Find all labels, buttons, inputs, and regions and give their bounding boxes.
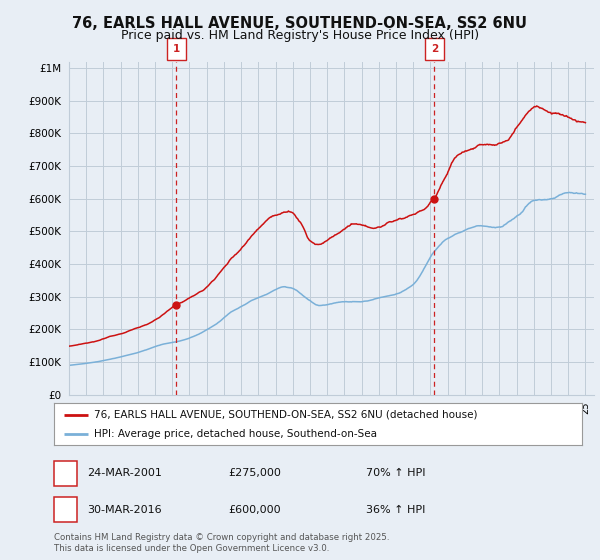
Text: HPI: Average price, detached house, Southend-on-Sea: HPI: Average price, detached house, Sout… [94, 430, 377, 439]
Text: 36% ↑ HPI: 36% ↑ HPI [366, 505, 425, 515]
Text: 1: 1 [173, 44, 180, 54]
Text: 76, EARLS HALL AVENUE, SOUTHEND-ON-SEA, SS2 6NU (detached house): 76, EARLS HALL AVENUE, SOUTHEND-ON-SEA, … [94, 410, 477, 420]
Text: 30-MAR-2016: 30-MAR-2016 [87, 505, 161, 515]
Text: 24-MAR-2001: 24-MAR-2001 [87, 468, 162, 478]
Text: 76, EARLS HALL AVENUE, SOUTHEND-ON-SEA, SS2 6NU: 76, EARLS HALL AVENUE, SOUTHEND-ON-SEA, … [73, 16, 527, 31]
Text: 70% ↑ HPI: 70% ↑ HPI [366, 468, 425, 478]
FancyBboxPatch shape [425, 38, 444, 60]
Text: 2: 2 [62, 505, 69, 515]
Text: Contains HM Land Registry data © Crown copyright and database right 2025.
This d: Contains HM Land Registry data © Crown c… [54, 533, 389, 553]
Text: Price paid vs. HM Land Registry's House Price Index (HPI): Price paid vs. HM Land Registry's House … [121, 29, 479, 42]
Text: £275,000: £275,000 [228, 468, 281, 478]
Text: £600,000: £600,000 [228, 505, 281, 515]
FancyBboxPatch shape [167, 38, 185, 60]
Text: 1: 1 [62, 468, 69, 478]
Text: 2: 2 [431, 44, 438, 54]
